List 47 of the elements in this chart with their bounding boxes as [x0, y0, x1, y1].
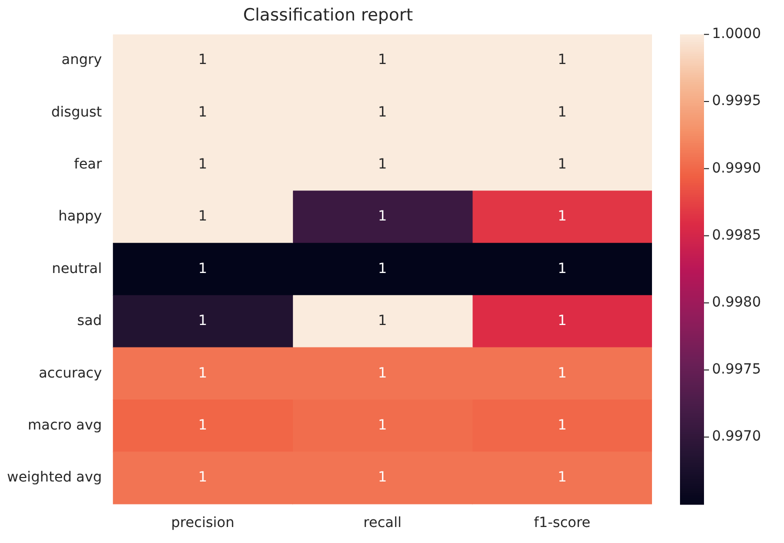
y-tick-label: sad: [77, 313, 102, 330]
data-label: 1: [198, 156, 208, 173]
x-tick-label: f1-score: [534, 515, 590, 532]
data-label: 1: [558, 470, 567, 486]
x-tick-label: recall: [363, 515, 402, 532]
data-label: 1: [378, 208, 387, 225]
data-label: 1: [558, 260, 567, 277]
chart-title: Classification report: [243, 6, 414, 26]
data-label: 1: [378, 104, 387, 120]
data-label: 1: [198, 313, 208, 330]
data-label: 1: [198, 470, 208, 486]
data-label: 1: [198, 52, 208, 68]
y-tick-label: weighted avg: [6, 470, 102, 486]
color-bar-label: 1.0000: [712, 26, 761, 42]
data-label: 1: [198, 260, 208, 277]
data-label: 1: [378, 418, 387, 434]
y-tick-label: happy: [58, 208, 102, 225]
y-tick-label: angry: [62, 52, 102, 68]
data-label: 1: [378, 260, 387, 277]
data-label: 1: [558, 313, 567, 330]
y-tick-label: disgust: [51, 104, 102, 120]
y-tick-label: accuracy: [38, 365, 102, 382]
data-label: 1: [558, 104, 567, 120]
color-bar-label: 0.9970: [712, 428, 761, 445]
x-tick-label: precision: [171, 515, 234, 532]
data-label: 1: [378, 470, 387, 486]
data-label: 1: [558, 418, 567, 434]
data-label: 1: [558, 156, 567, 173]
color-bar-label: 0.9995: [712, 93, 761, 110]
data-label: 1: [378, 156, 387, 173]
data-label: 1: [378, 365, 387, 382]
y-tick-label: macro avg: [28, 418, 102, 434]
color-bar-label: 0.9985: [712, 227, 761, 244]
data-label: 1: [198, 104, 208, 120]
y-tick-label: fear: [74, 156, 102, 173]
color-bar-label: 0.9980: [712, 294, 761, 310]
data-label: 1: [558, 52, 567, 68]
data-label: 1: [558, 365, 567, 382]
data-label: 1: [198, 208, 208, 225]
color-bar-label: 0.9990: [712, 160, 761, 176]
color-bar-label: 0.9975: [712, 362, 761, 378]
y-tick-label: neutral: [52, 260, 102, 277]
data-label: 1: [558, 208, 567, 225]
data-label: 1: [378, 52, 387, 68]
data-label: 1: [198, 418, 208, 434]
data-label: 1: [378, 313, 387, 330]
data-label: 1: [198, 365, 208, 382]
